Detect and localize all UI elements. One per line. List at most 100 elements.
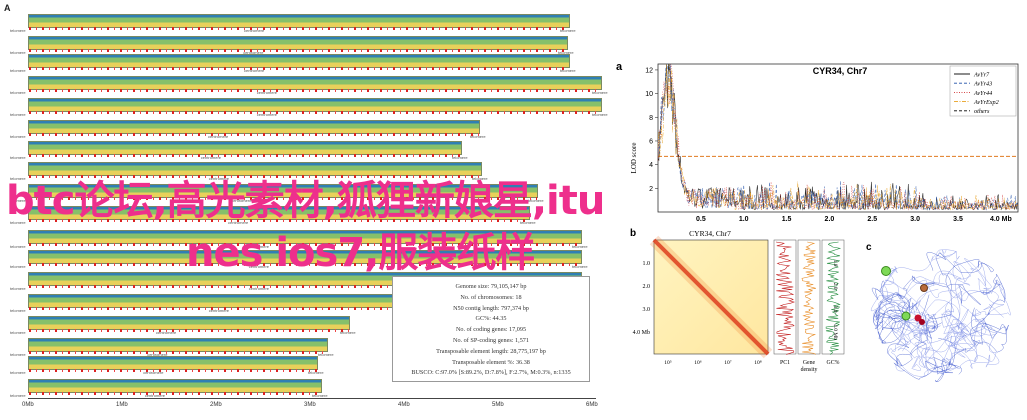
- lod-x-tick: 1.5: [782, 216, 792, 223]
- lod-y-tick: 2: [649, 186, 653, 193]
- genome-stats-row: No. of chromosomes: 18: [460, 293, 522, 301]
- hic-track-line: [825, 241, 842, 355]
- chromatin-fiber: [876, 297, 943, 366]
- genome-stats-row: N50 contig length: 797,374 bp: [453, 304, 529, 312]
- chromosome-bar: [28, 162, 482, 178]
- chromatin-fiber: [906, 249, 971, 319]
- telomere-label: telomere: [10, 264, 26, 269]
- panel-a-x-tick: 2Mb: [210, 402, 222, 408]
- lod-x-tick: 2.5: [867, 216, 877, 223]
- hic-track-frame: [821, 239, 845, 355]
- chromatin-fiber: [877, 276, 918, 344]
- hic-x-tick: 10⁶: [694, 360, 702, 366]
- chromatin-fiber: [957, 279, 1011, 331]
- panel-a-x-tick: 6Mb: [586, 402, 598, 408]
- lod-y-tick: 10: [645, 91, 653, 98]
- lod-series-lines: [657, 63, 1019, 211]
- lod-series-line: [657, 63, 1019, 211]
- hic-y-tick: 2.0: [643, 284, 651, 290]
- locus-marker-red-1: [914, 314, 922, 322]
- genome-stats-table: Genome size: 79,105,147 bp No. of chromos…: [392, 276, 590, 382]
- lod-legend: AvYr7 AvYr43 AvYr44 AvYrExp2 others: [949, 65, 1017, 117]
- telomere-label: telomere: [312, 393, 328, 398]
- telomere-label: telomere: [318, 352, 334, 357]
- chromatin-fiber: [882, 272, 998, 348]
- hic-side-tick: 4.0 Mb: [832, 324, 838, 340]
- telomere-label: telomere: [470, 134, 486, 139]
- locus-marker-brown: [920, 284, 928, 292]
- chromatin-fiber: [877, 313, 973, 371]
- centromere-label: centromere: [248, 286, 270, 291]
- telomere-label: telomere: [10, 155, 26, 160]
- lod-x-tick: 3.0: [910, 216, 920, 223]
- centromere-label: centromere: [243, 50, 264, 55]
- lod-x-ticks: 0.5 1.0 1.5 2.0 2.5 3.0 3.5 4.0 Mb: [696, 216, 1012, 223]
- centromere-label: centromere: [208, 134, 229, 139]
- genome-3d-structure: c: [866, 242, 1011, 383]
- hic-x-tick: 10⁸: [754, 360, 762, 366]
- chromatin-fiber: [900, 299, 966, 360]
- hic-figure: b CYR34, Chr7 1.02.03.04.0 Mb 10⁵ 10⁶ 10⁷ 1…: [630, 228, 845, 373]
- chromosome-bar: [28, 206, 530, 222]
- lod-legend-entry: others: [974, 108, 990, 115]
- centromere-label: centromere: [208, 308, 230, 313]
- hic-side-tick: 3.0: [832, 306, 838, 313]
- chromosome-bar: [28, 98, 602, 114]
- telomere-label: telomere: [10, 176, 26, 181]
- hic-track-line: [801, 241, 817, 355]
- hic-y-tick: 4.0 Mb: [633, 330, 650, 336]
- centromere-label: centromere: [256, 90, 278, 95]
- centromere-label: centromere: [231, 198, 252, 203]
- genome-stats-row: Genome size: 79,105,147 bp: [455, 283, 527, 290]
- chromatin-fiber: [881, 283, 972, 375]
- chromatin-fiber: [893, 334, 962, 383]
- chromatin-fiber: [943, 308, 986, 358]
- hic-side-tick: 2.0: [832, 283, 838, 290]
- telomere-label: telomere: [10, 220, 26, 225]
- hic-track-label: PC1: [780, 360, 790, 366]
- centromere-label: centromere: [143, 370, 164, 375]
- chromatin-fiber: [879, 256, 933, 330]
- telomere-label: telomere: [572, 264, 588, 269]
- panel-a-letter: A: [4, 3, 11, 13]
- chromosome-bar: [28, 379, 322, 395]
- lod-series-line: [657, 63, 1019, 211]
- panel-a-x-tick: 4Mb: [398, 402, 410, 408]
- lod-y-ticks: 2 4 6 8 10 12: [645, 67, 658, 193]
- chromatin-fiber: [925, 318, 1009, 374]
- hic-y-tick: 1.0: [643, 261, 651, 267]
- lod-x-tick: 1.0: [739, 216, 749, 223]
- lod-plot-frame: [657, 63, 1019, 213]
- hic-side-tick: 1.0: [832, 260, 838, 267]
- chromosome-bar: [28, 14, 570, 30]
- lod-panel-letter: a: [616, 61, 623, 73]
- hic-x-tick: 10⁵: [664, 360, 672, 366]
- chromosome-bar: [28, 36, 568, 52]
- lod-y-tick: 4: [649, 162, 653, 169]
- hic-track-frame: [797, 239, 821, 355]
- telomere-label: telomere: [10, 198, 26, 203]
- lod-x-tick: 2.0: [825, 216, 835, 223]
- chromatin-fiber: [945, 318, 998, 370]
- telomere-label: telomere: [452, 155, 468, 160]
- telomere-label: telomere: [10, 28, 26, 33]
- telomere-label: telomere: [10, 393, 26, 398]
- chromatin-fiber: [891, 324, 1000, 377]
- lod-legend-entry: AvYrExp2: [973, 99, 999, 106]
- lod-chart-title: CYR34, Chr7: [813, 66, 868, 76]
- genome-stats-row: No. of coding genes: 17,095: [455, 326, 527, 334]
- panel-c-letter: c: [866, 242, 872, 253]
- telomere-label: telomere: [10, 286, 26, 291]
- chromosome-bar: [28, 250, 582, 266]
- hic-y-tick: 3.0: [643, 307, 651, 313]
- chromosome-bar: [28, 230, 582, 246]
- telomere-label: telomere: [472, 176, 488, 181]
- centromere-label: centromere: [144, 393, 166, 398]
- lod-y-tick: 12: [645, 67, 653, 74]
- chromatin-fiber: [970, 274, 1007, 353]
- lod-legend-entry: AvYr7: [973, 71, 990, 78]
- lod-y-label: LOD score: [630, 143, 638, 174]
- telomere-label: telomere: [560, 28, 576, 33]
- locus-marker-green-1: [881, 266, 891, 276]
